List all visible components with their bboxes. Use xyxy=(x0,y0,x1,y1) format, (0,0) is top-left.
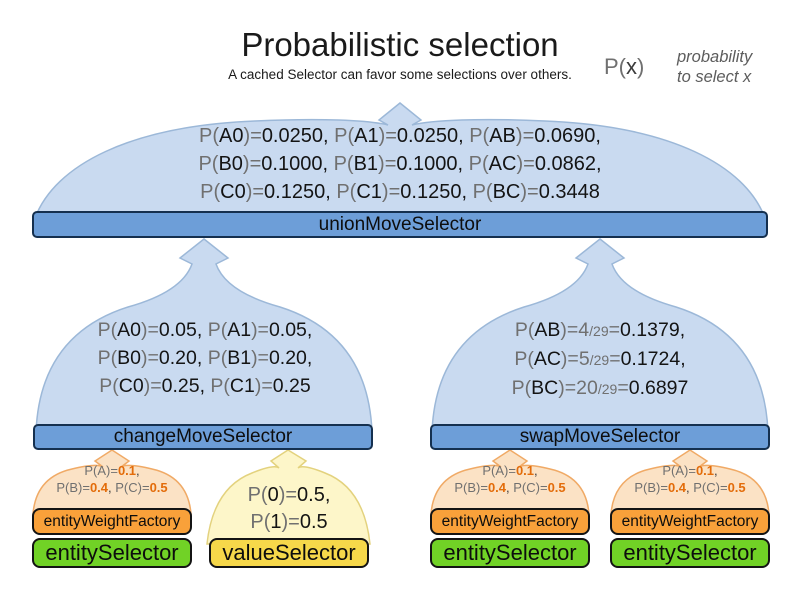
swap-move-selector-bar: swapMoveSelector xyxy=(430,424,770,450)
entity-weight-factory-label: entityWeightFactory xyxy=(621,512,759,530)
probability-line: P(A)=0.1, xyxy=(482,463,538,478)
entity-weight-factory-label: entityWeightFactory xyxy=(441,512,579,530)
entity-weight-factory-bar-1: entityWeightFactory xyxy=(32,508,192,535)
union-probability-text: P(A0)=0.0250, P(A1)=0.0250, P(AB)=0.0690… xyxy=(100,122,700,206)
entity-weight-dome-1 xyxy=(32,449,192,515)
probability-line: P(B0)=0.20, P(B1)=0.20, xyxy=(97,347,313,369)
swap-probability-text: P(AB)=4/29=0.1379, P(AC)=5/29=0.1724, P(… xyxy=(432,316,768,403)
page-title: Probabilistic selection xyxy=(241,26,559,63)
legend-probability-symbol: P(x) xyxy=(604,54,645,79)
probability-line: P(AC)=5/29=0.1724, xyxy=(514,348,686,370)
probability-line: P(BC)=20/29=0.6897 xyxy=(511,377,689,399)
legend-description-line2: to select x xyxy=(677,68,752,86)
change-probability-text: P(A0)=0.05, P(A1)=0.05, P(B0)=0.20, P(B1… xyxy=(38,316,372,400)
value-selector-bar: valueSelector xyxy=(209,538,369,568)
entity-weight-factory-bar-3: entityWeightFactory xyxy=(610,508,770,535)
entity-weight-probability-text-1: P(A)=0.1, P(B)=0.4, P(C)=0.5 xyxy=(32,463,192,496)
entity-selector-bar-1: entitySelector xyxy=(32,538,192,568)
probability-line: P(B)=0.4, P(C)=0.5 xyxy=(454,479,566,495)
union-move-selector-bar: unionMoveSelector xyxy=(32,211,768,238)
entity-weight-factory-label: entityWeightFactory xyxy=(43,512,181,530)
entity-weight-factory-bar-2: entityWeightFactory xyxy=(430,508,590,535)
legend-description-line1: probability xyxy=(677,48,753,66)
entity-weight-dome-2 xyxy=(430,449,590,515)
probability-line: P(C0)=0.1250, P(C1)=0.1250, P(BC)=0.3448 xyxy=(200,181,600,203)
legend-description: probability to select x xyxy=(677,47,797,87)
swap-probability-dome xyxy=(431,238,769,433)
value-probability-dome xyxy=(206,449,371,545)
probability-line: P(B)=0.4, P(C)=0.5 xyxy=(634,479,746,495)
change-move-selector-bar: changeMoveSelector xyxy=(33,424,373,450)
entity-weight-probability-text-3: P(A)=0.1, P(B)=0.4, P(C)=0.5 xyxy=(610,463,770,496)
probability-line: P(B0)=0.1000, P(B1)=0.1000, P(AC)=0.0862… xyxy=(198,153,602,175)
entity-selector-label: entitySelector xyxy=(443,540,577,565)
union-move-selector-label: unionMoveSelector xyxy=(318,213,482,235)
probability-line: P(C0)=0.25, P(C1)=0.25 xyxy=(99,375,311,397)
entity-selector-label: entitySelector xyxy=(45,540,179,565)
probability-line: P(1)=0.5 xyxy=(250,511,328,533)
probability-line: P(0)=0.5, xyxy=(247,484,331,506)
entity-weight-probability-text-2: P(A)=0.1, P(B)=0.4, P(C)=0.5 xyxy=(430,463,590,496)
change-probability-dome xyxy=(35,238,373,433)
entity-selector-bar-2: entitySelector xyxy=(430,538,590,568)
swap-move-selector-label: swapMoveSelector xyxy=(519,426,681,447)
entity-weight-dome-3 xyxy=(610,449,770,515)
probability-line: P(B)=0.4, P(C)=0.5 xyxy=(56,479,168,495)
page-subtitle: A cached Selector can favor some selecti… xyxy=(228,67,572,82)
probability-line: P(A)=0.1, xyxy=(662,463,718,478)
probability-line: P(A)=0.1, xyxy=(84,463,140,478)
entity-selector-label: entitySelector xyxy=(623,540,757,565)
entity-selector-bar-3: entitySelector xyxy=(610,538,770,568)
probability-line: P(A0)=0.0250, P(A1)=0.0250, P(AB)=0.0690… xyxy=(199,125,601,147)
value-probability-text: P(0)=0.5, P(1)=0.5 xyxy=(208,482,370,536)
change-move-selector-label: changeMoveSelector xyxy=(113,426,293,447)
probability-line: P(A0)=0.05, P(A1)=0.05, xyxy=(97,319,313,341)
union-probability-dome xyxy=(33,102,767,219)
value-selector-label: valueSelector xyxy=(222,540,356,565)
probability-line: P(AB)=4/29=0.1379, xyxy=(514,319,686,341)
